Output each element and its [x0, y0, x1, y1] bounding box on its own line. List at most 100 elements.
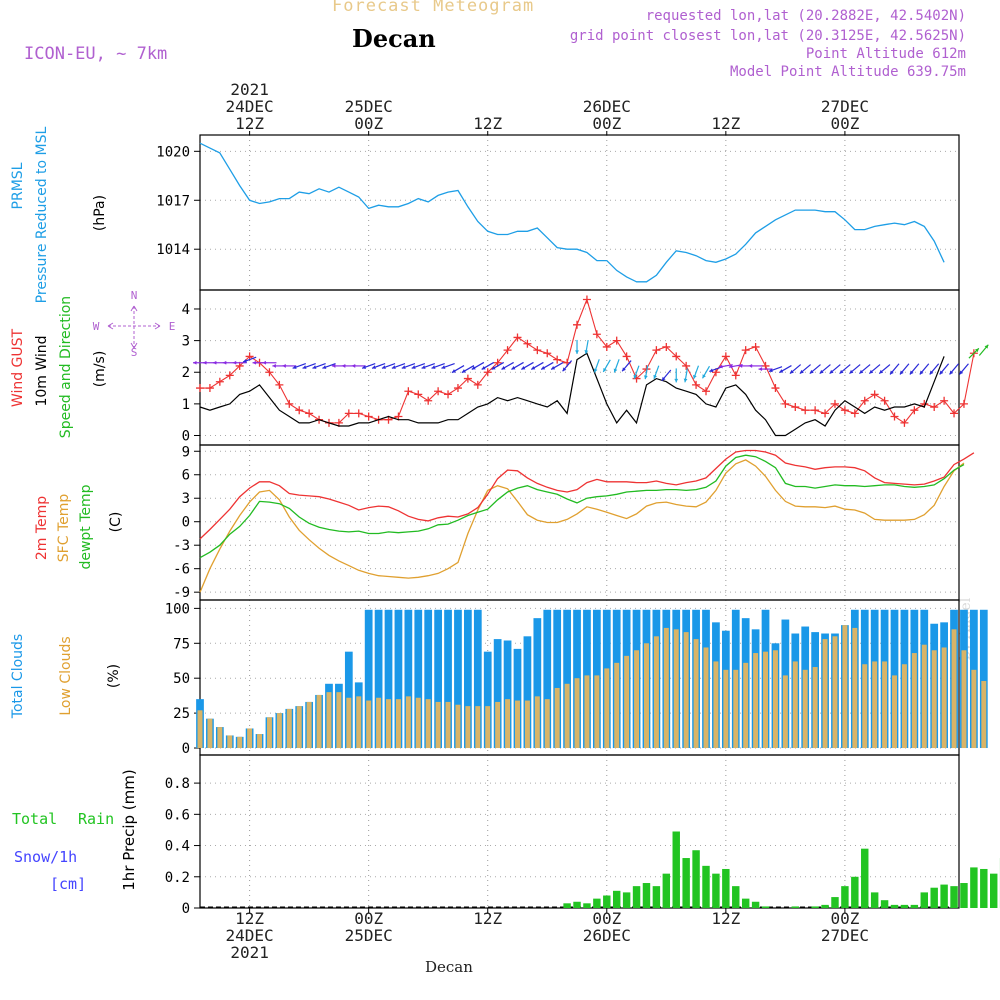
wind-arrowhead — [471, 366, 476, 370]
low-cloud-bar — [554, 687, 560, 749]
gust-marker — [821, 409, 830, 418]
wind-arrowhead — [584, 350, 589, 354]
wind-arrowhead — [501, 366, 506, 370]
rain-bar — [930, 887, 938, 908]
low-cloud-bar — [693, 639, 699, 749]
bottom-time-label: 00Z — [354, 909, 383, 928]
wind-title-gust: Wind GUST — [10, 328, 26, 407]
gust-marker — [811, 406, 820, 415]
bottom-time-label: 12Z — [473, 909, 502, 928]
gust-marker — [880, 396, 889, 405]
total-cloud-bar — [483, 651, 492, 749]
gust-marker — [473, 380, 482, 389]
low-cloud-bar — [673, 629, 679, 749]
ytick-label: -6 — [173, 562, 190, 578]
low-cloud-bar — [326, 692, 332, 749]
gust-marker — [404, 387, 413, 396]
top-time-label: 27DEC — [821, 97, 869, 116]
point-altitude: Point Altitude 612m — [805, 46, 966, 62]
low-cloud-bar — [683, 632, 689, 749]
low-cloud-bar — [425, 699, 431, 749]
rain-bar — [702, 865, 710, 908]
gust-marker — [950, 409, 959, 418]
rain-bar — [563, 903, 571, 908]
low-cloud-bar — [961, 650, 967, 749]
wind-arrowhead — [984, 344, 989, 349]
pressure-units: (hPa) — [92, 195, 108, 231]
ytick-label: 3 — [182, 334, 190, 350]
total-cloud-bar — [424, 609, 433, 749]
total-cloud-bar — [444, 609, 452, 749]
low-cloud-bar — [981, 680, 987, 749]
gust-marker — [682, 361, 691, 370]
wind-arrowhead — [372, 365, 376, 369]
gust-marker — [662, 342, 671, 351]
gust-marker — [523, 339, 532, 348]
low-cloud-bar — [921, 644, 927, 749]
wind-arrowhead — [789, 369, 794, 374]
low-cloud-bar — [376, 697, 382, 749]
low-cloud-bar — [415, 697, 421, 749]
gust-marker — [463, 374, 472, 383]
ytick-label: 1017 — [156, 193, 190, 209]
temp-title-sfc: SFC Temp — [56, 494, 72, 563]
rain-bar — [593, 898, 601, 908]
low-cloud-bar — [971, 669, 977, 749]
wind-arrowhead — [674, 378, 679, 383]
rain-bar — [870, 892, 879, 908]
ytick-label: 75 — [173, 636, 190, 652]
low-cloud-bar — [386, 699, 391, 749]
ytick-label: 1020 — [156, 144, 190, 160]
ytick-label: 50 — [173, 671, 190, 687]
low-cloud-bar — [405, 696, 411, 749]
gust-marker — [553, 355, 562, 364]
gust-marker — [900, 418, 909, 427]
wind-arrowhead — [859, 369, 864, 374]
gust-marker — [285, 399, 294, 408]
top-time-label: 12Z — [473, 114, 502, 133]
compass-s-label: S — [131, 346, 138, 359]
low-cloud-bar — [356, 696, 362, 749]
dewpt-temp-line — [199, 454, 965, 559]
top-time-label: 25DEC — [345, 97, 393, 116]
low-cloud-bar — [495, 701, 501, 749]
low-cloud-bar — [217, 727, 223, 749]
low-cloud-bar — [316, 694, 322, 749]
wind-arrowhead — [974, 348, 979, 353]
low-cloud-bar — [842, 625, 848, 749]
gust-marker — [513, 333, 522, 342]
rain-bar — [732, 886, 740, 908]
total-cloud-bar — [533, 618, 542, 749]
wind-arrowhead — [212, 360, 217, 365]
low-cloud-bar — [812, 667, 818, 749]
wind-arrowhead — [461, 369, 466, 373]
wind-arrowhead — [322, 365, 327, 369]
low-cloud-bar — [475, 706, 481, 749]
rain-bar — [573, 901, 581, 908]
wind-arrowhead — [401, 365, 406, 369]
wind-arrowhead — [441, 365, 446, 369]
wind-arrowhead — [593, 368, 598, 373]
gust-marker — [672, 352, 681, 361]
gust-marker — [702, 387, 710, 396]
model-label: ICON-EU, ~ 7km — [24, 44, 168, 64]
total-cloud-bar — [374, 609, 383, 749]
rain-bar — [831, 897, 839, 908]
low-cloud-bar — [852, 627, 858, 749]
gust-marker — [751, 342, 760, 351]
clouds-units: (%) — [106, 664, 122, 688]
wind-arrowhead — [603, 367, 607, 372]
wind-arrowhead — [613, 368, 618, 373]
low-cloud-bar — [515, 700, 520, 749]
total-cloud-bar — [364, 609, 373, 749]
gust-marker — [652, 346, 661, 355]
wind-arrowhead — [809, 369, 814, 374]
gust-marker — [424, 396, 433, 405]
ytick-label: 0.4 — [165, 839, 190, 855]
low-cloud-bar — [743, 662, 749, 749]
wind-arrowhead — [511, 366, 516, 370]
clouds-title-low: Low Clouds — [58, 636, 74, 715]
gust-marker — [771, 384, 780, 393]
gust-line — [200, 297, 975, 424]
location-title: Decan — [352, 24, 436, 53]
